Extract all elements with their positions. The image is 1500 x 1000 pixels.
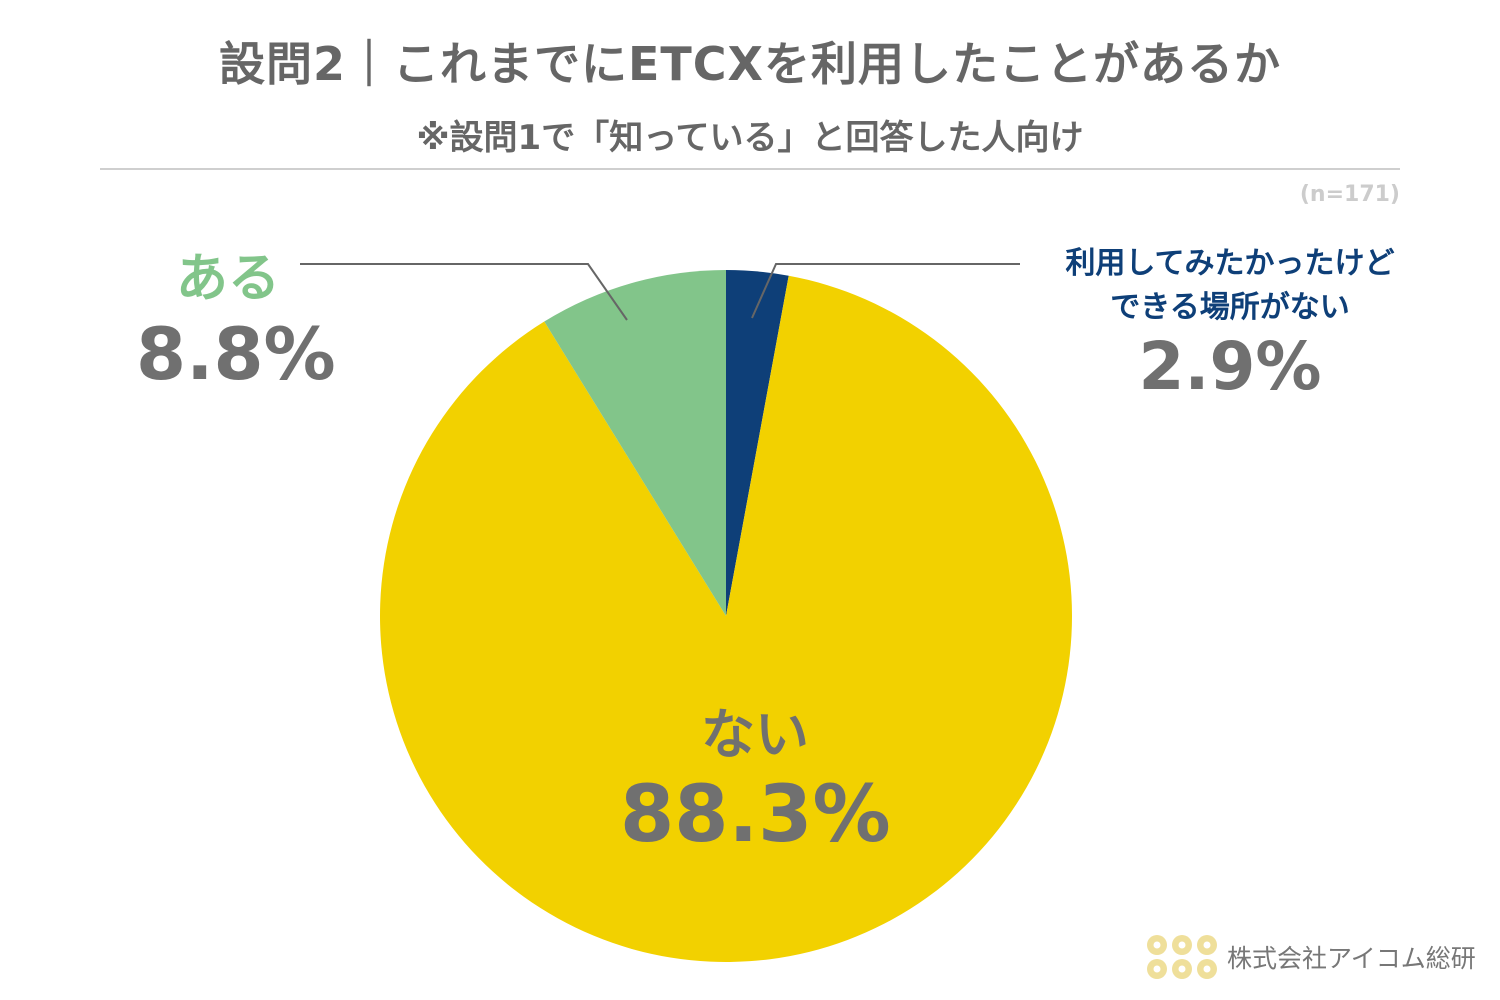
slice-label-want-line2: できる場所がない — [1110, 290, 1350, 325]
slice-label-nai: ない — [701, 703, 809, 766]
pie-slice-nai — [380, 275, 1073, 963]
leader-line-aru — [300, 263, 628, 321]
chart-subtitle: ※設問1で「知っている」と回答した人向け — [416, 118, 1084, 158]
slice-value-want: 2.9% — [1138, 328, 1322, 405]
pie-slice-aru — [544, 270, 726, 616]
pie-slice-want — [726, 270, 789, 616]
brand: 株式会社アイコム総研 — [1145, 932, 1476, 982]
logo-dot-center — [1203, 965, 1211, 973]
brand-logo-icon — [1147, 935, 1217, 979]
slice-value-aru: 8.8% — [136, 312, 336, 396]
logo-dot-center — [1203, 941, 1211, 949]
slice-label-want: 利用してみたかったけど できる場所がない — [1020, 242, 1440, 330]
leader-lines — [300, 263, 1020, 321]
sample-size-label: (n=171) — [1299, 182, 1400, 207]
chart-title: 設問2｜これまでにETCXを利用したことがあるか — [218, 37, 1282, 91]
pie-slices — [380, 270, 1073, 963]
slice-label-aru: ある — [176, 249, 281, 309]
logo-dot-center — [1178, 941, 1186, 949]
logo-dot-center — [1178, 965, 1186, 973]
logo-dot-center — [1153, 941, 1161, 949]
title-divider — [100, 168, 1400, 170]
leader-line-want — [751, 263, 1020, 319]
logo-dot-center — [1153, 965, 1161, 973]
slice-value-nai: 88.3% — [620, 770, 891, 860]
brand-name: 株式会社アイコム総研 — [1227, 944, 1476, 973]
slice-label-want-line1: 利用してみたかったけど — [1065, 246, 1395, 281]
